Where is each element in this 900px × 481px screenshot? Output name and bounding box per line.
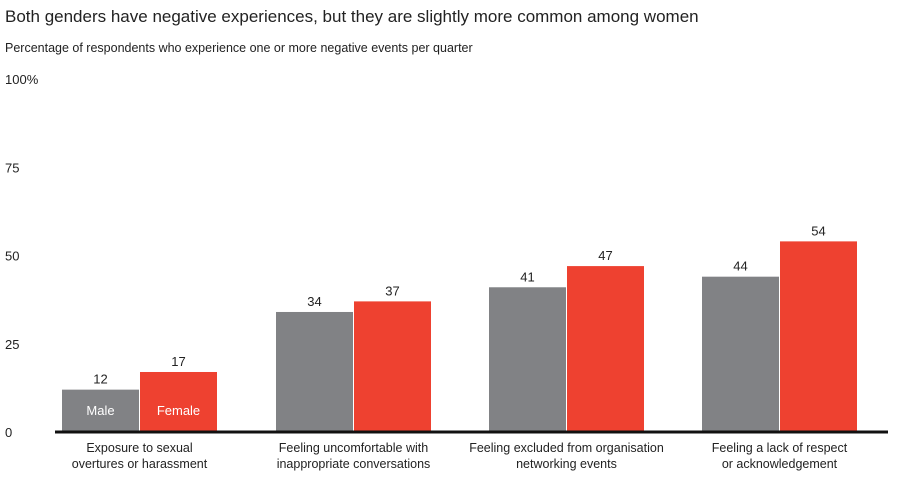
value-label-female-1: 37 [385,283,399,298]
value-label-female-2: 47 [598,248,612,263]
category-label-1-line-1: inappropriate conversations [277,457,431,471]
value-label-male-2: 41 [520,269,534,284]
series-label-female: Female [157,403,200,418]
category-label-2-line-0: Feeling excluded from organisation [469,441,664,455]
y-tick-label-4: 100% [5,72,39,87]
value-label-female-3: 54 [811,223,825,238]
chart-title: Both genders have negative experiences, … [5,7,699,26]
bar-male-0 [62,389,139,432]
category-label-1-line-0: Feeling uncomfortable with [279,441,428,455]
value-label-female-0: 17 [171,354,185,369]
category-label-3-line-1: or acknowledgement [722,457,838,471]
category-label-3-line-0: Feeling a lack of respect [712,441,848,455]
y-tick-label-2: 50 [5,249,19,264]
category-label-0-line-1: overtures or harassment [72,457,208,471]
y-tick-label-3: 75 [5,160,19,175]
chart-subtitle: Percentage of respondents who experience… [5,41,473,55]
y-tick-label-0: 0 [5,425,12,440]
series-label-male: Male [86,403,114,418]
value-label-male-1: 34 [307,294,321,309]
bar-male-3 [702,276,779,432]
bar-female-0 [140,371,217,432]
value-label-male-3: 44 [733,259,747,274]
y-tick-label-1: 25 [5,337,19,352]
bar-male-1 [276,311,353,432]
value-label-male-0: 12 [93,372,107,387]
bar-male-2 [489,287,566,432]
bar-female-2 [567,266,644,432]
category-label-0-line-0: Exposure to sexual [86,441,192,455]
category-label-2-line-1: networking events [516,457,617,471]
bar-female-1 [354,301,431,432]
bar-female-3 [780,241,857,432]
